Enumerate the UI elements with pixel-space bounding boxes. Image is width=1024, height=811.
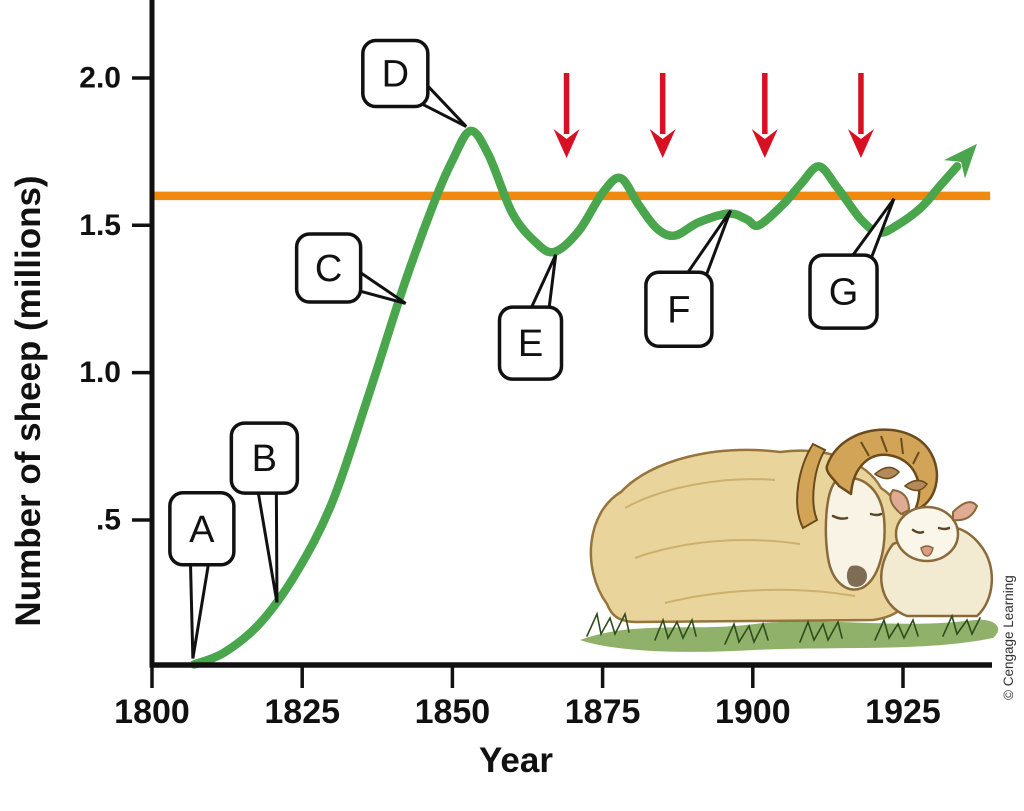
lamb-head	[894, 505, 960, 563]
callout-box	[168, 491, 236, 567]
callout-label: B	[252, 438, 277, 480]
lamb-hidden-ears	[873, 466, 929, 492]
callout-label: D	[382, 54, 409, 96]
x-axis-title: Year	[479, 741, 553, 780]
callout-label: G	[829, 272, 859, 314]
sheep-illustration	[580, 428, 999, 652]
callout-box	[644, 270, 714, 349]
ram-horn-left	[796, 442, 827, 530]
copyright-credit: © Cengage Learning	[1001, 575, 1016, 700]
x-ticks-group: 1800 1825 1850 1875 1900 1925	[114, 665, 941, 731]
grass	[580, 619, 999, 652]
event-arrow-head	[553, 129, 580, 158]
x-tick-label: 1800	[114, 693, 190, 731]
callouts-group: AB C D E F G	[168, 38, 896, 659]
callout-pointer	[188, 556, 212, 659]
y-tick-label: 2.0	[79, 61, 121, 94]
ram-eyes	[831, 512, 883, 520]
x-tick-label: 1825	[264, 693, 340, 731]
ram-horn-curl	[825, 428, 939, 512]
callout-label: A	[189, 509, 215, 551]
event-arrow-head	[751, 129, 778, 158]
callout-label: E	[518, 323, 543, 365]
x-tick-label: 1925	[865, 693, 941, 731]
callout-box	[361, 38, 430, 109]
lamb-ear-left	[889, 488, 911, 516]
ram-fleece-shading	[624, 478, 856, 604]
ram-head	[824, 477, 886, 591]
callout-D: D	[361, 38, 468, 128]
callout-B: B	[229, 421, 300, 603]
lamb-nose	[920, 545, 934, 557]
callout-C: C	[294, 232, 407, 305]
ram-muzzle	[846, 565, 867, 587]
y-ticks-group: 2.0 1.5 1.0 .5	[79, 61, 152, 536]
callout-E: E	[497, 254, 564, 381]
callout-box	[229, 421, 300, 495]
x-tick-label: 1850	[415, 693, 491, 731]
callout-box	[808, 253, 879, 330]
event-arrows-group	[553, 73, 874, 158]
y-tick-label: 1.0	[79, 356, 121, 389]
callout-label: C	[315, 248, 342, 290]
ram-horn-ridges	[860, 435, 920, 465]
callout-pointer	[255, 484, 279, 603]
y-axis-title: Number of sheep (millions)	[9, 175, 48, 626]
y-tick-label: 1.5	[79, 209, 121, 242]
x-tick-label: 1900	[715, 693, 791, 731]
callout-A: A	[168, 491, 236, 659]
population-curve	[189, 126, 977, 669]
lamb-ear-right	[952, 501, 979, 522]
callout-label: F	[667, 289, 690, 331]
callout-G: G	[808, 197, 896, 330]
grass-tufts	[586, 611, 981, 645]
y-tick-label: .5	[96, 503, 121, 536]
x-tick-label: 1875	[565, 693, 641, 731]
event-arrow-head	[847, 129, 874, 158]
callout-F: F	[644, 209, 732, 349]
event-arrow-head	[649, 129, 676, 158]
callout-box	[294, 232, 363, 304]
lamb-eyes	[911, 526, 951, 534]
callout-box	[497, 305, 564, 381]
